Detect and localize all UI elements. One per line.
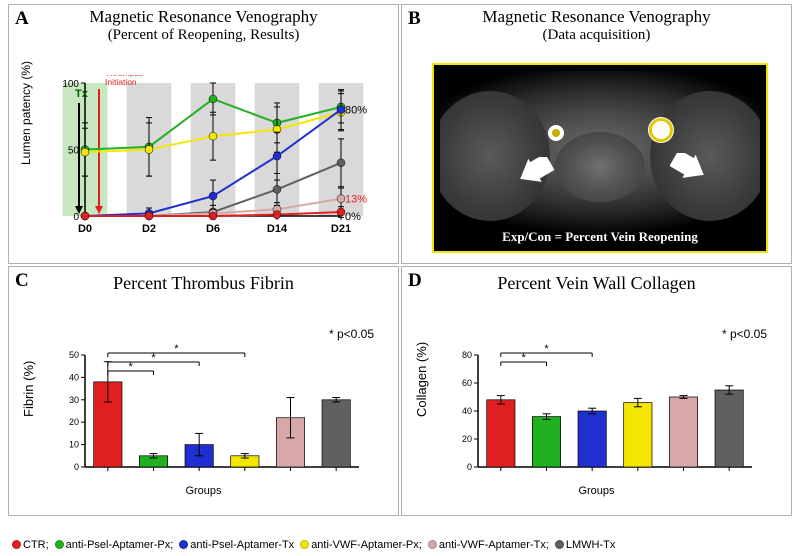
legend-dot-icon	[12, 540, 21, 549]
figure-legend: CTR; anti-Psel-Aptamer-Px; anti-Psel-Aptam…	[12, 539, 788, 553]
mri-vein-right-ring	[649, 118, 673, 142]
panel-c-sig: * p<0.05	[329, 327, 374, 341]
svg-text:13%: 13%	[345, 194, 367, 206]
svg-text:D0: D0	[78, 223, 92, 235]
svg-text:20: 20	[462, 434, 472, 444]
svg-text:40: 40	[462, 406, 472, 416]
panel-c: C Percent Thrombus Fibrin Fibrin (%) 0 10…	[8, 266, 399, 516]
panel-a-title: Magnetic Resonance Venography	[9, 5, 398, 27]
mri-arrow-left-icon	[516, 157, 554, 195]
mri-muscle-left	[440, 91, 550, 221]
svg-text:*: *	[129, 361, 134, 373]
legend-dot-icon	[55, 540, 64, 549]
svg-text:Initiation: Initiation	[105, 77, 137, 87]
legend-label: anti-VWF-Aptamer-Px;	[311, 539, 422, 551]
legend-item-aPselPx: anti-Psel-Aptamer-Px;	[55, 539, 174, 551]
svg-text:10: 10	[69, 440, 79, 450]
panel-b-subtitle: (Data acquisition)	[402, 27, 791, 44]
panel-c-xaxis: Groups	[9, 485, 398, 497]
panel-a-chart: 050100D0D2D6D14D21TxSurgeryThrombusIniti…	[57, 75, 377, 240]
panel-b: B Magnetic Resonance Venography (Data ac…	[401, 4, 792, 264]
panel-c-letter: C	[15, 270, 29, 292]
legend-dot-icon	[179, 540, 188, 549]
panel-d-yaxis: Collagen (%)	[414, 342, 429, 417]
svg-text:*: *	[151, 352, 156, 364]
panel-d-letter: D	[408, 270, 422, 292]
svg-text:D21: D21	[331, 223, 351, 235]
svg-text:*: *	[544, 343, 549, 355]
legend-item-LMWH: LMWH-Tx	[555, 539, 616, 551]
svg-text:D14: D14	[267, 223, 288, 235]
panel-d-svg: 0 20 40 60 80 * *	[452, 325, 762, 485]
mri-center	[555, 132, 645, 202]
panel-a: A Magnetic Resonance Venography (Percent…	[8, 4, 399, 264]
svg-text:D2: D2	[142, 223, 156, 235]
svg-text:30: 30	[69, 395, 79, 405]
panel-a-letter: A	[15, 8, 29, 30]
svg-text:D6: D6	[206, 223, 220, 235]
panel-d-title: Percent Vein Wall Collagen	[402, 267, 791, 295]
legend-item-aVWFTx: anti-VWF-Aptamer-Tx;	[428, 539, 549, 551]
svg-text:50: 50	[69, 350, 79, 360]
panel-c-svg: 0 10 20 30 40 50 * * *	[59, 325, 369, 485]
mri-image	[440, 71, 760, 245]
svg-text:80: 80	[462, 350, 472, 360]
svg-text:0: 0	[73, 212, 79, 223]
svg-text:0: 0	[467, 462, 472, 472]
panel-c-yaxis: Fibrin (%)	[21, 361, 36, 417]
mri-arrow-right-icon	[670, 153, 708, 191]
legend-dot-icon	[428, 540, 437, 549]
panel-b-letter: B	[408, 8, 421, 30]
legend-item-CTR: CTR;	[12, 539, 49, 551]
legend-dot-icon	[555, 540, 564, 549]
mri-caption: Exp/Con = Percent Vein Reopening	[434, 229, 766, 245]
legend-label: CTR;	[23, 539, 49, 551]
svg-text:Tx: Tx	[75, 88, 89, 100]
mri-vein-left-inner	[552, 129, 560, 137]
legend-label: anti-Psel-Aptamer-Tx	[190, 539, 294, 551]
svg-text:40: 40	[69, 372, 79, 382]
legend-dot-icon	[300, 540, 309, 549]
panel-a-subtitle: (Percent of Reopening, Results)	[9, 27, 398, 44]
legend-label: anti-Psel-Aptamer-Px;	[66, 539, 174, 551]
legend-label: LMWH-Tx	[566, 539, 616, 551]
svg-text:60: 60	[462, 378, 472, 388]
svg-text:0: 0	[74, 462, 79, 472]
panel-d-chart: 0 20 40 60 80 * *	[452, 325, 762, 485]
panel-b-title: Magnetic Resonance Venography	[402, 5, 791, 27]
panel-d-sig: * p<0.05	[722, 327, 767, 341]
panel-c-chart: 0 10 20 30 40 50 * * *	[59, 325, 369, 485]
svg-text:*: *	[174, 343, 179, 355]
svg-text:0%: 0%	[345, 211, 361, 223]
svg-text:20: 20	[69, 417, 79, 427]
legend-item-aVWFPx: anti-VWF-Aptamer-Px;	[300, 539, 422, 551]
mri-frame: Exp/Con = Percent Vein Reopening	[432, 63, 768, 253]
figure-grid: A Magnetic Resonance Venography (Percent…	[0, 0, 800, 516]
panel-c-title: Percent Thrombus Fibrin	[9, 267, 398, 295]
svg-text:80%: 80%	[345, 105, 367, 117]
panel-a-svg: 050100D0D2D6D14D21TxSurgeryThrombusIniti…	[57, 75, 377, 240]
panel-d: D Percent Vein Wall Collagen Collagen (%…	[401, 266, 792, 516]
legend-label: anti-VWF-Aptamer-Tx;	[439, 539, 549, 551]
svg-text:*: *	[522, 352, 527, 364]
panel-d-xaxis: Groups	[402, 485, 791, 497]
svg-text:50: 50	[68, 146, 80, 157]
legend-item-aPselTx: anti-Psel-Aptamer-Tx	[179, 539, 294, 551]
panel-a-yaxis: Lumen patency (%)	[19, 61, 33, 165]
